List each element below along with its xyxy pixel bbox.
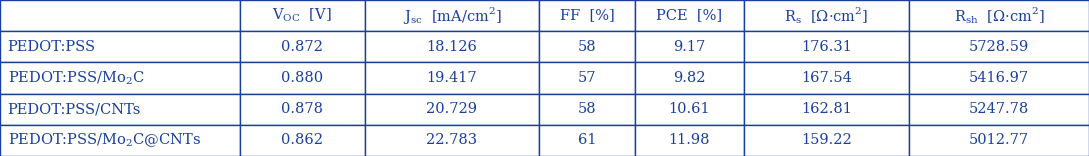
Text: 11.98: 11.98 [669, 133, 710, 147]
Bar [365, 94, 539, 125]
Bar [635, 125, 744, 156]
Bar [635, 62, 744, 94]
Bar [909, 94, 1089, 125]
Text: 159.22: 159.22 [802, 133, 852, 147]
Bar [744, 31, 909, 62]
Text: 58: 58 [577, 102, 597, 116]
Bar [0, 31, 240, 62]
Text: PEDOT:PSS/Mo$_\mathregular{2}$C: PEDOT:PSS/Mo$_\mathregular{2}$C [8, 69, 145, 87]
Bar [240, 31, 365, 62]
Text: 10.61: 10.61 [669, 102, 710, 116]
Text: V$_\mathregular{OC}$  [V]: V$_\mathregular{OC}$ [V] [272, 7, 332, 24]
Text: FF  [%]: FF [%] [560, 9, 614, 23]
Text: R$_\mathregular{sh}$  [Ω·cm$^\mathregular{2}$]: R$_\mathregular{sh}$ [Ω·cm$^\mathregular… [954, 5, 1044, 26]
Bar [539, 125, 635, 156]
Bar [539, 31, 635, 62]
Text: 57: 57 [578, 71, 596, 85]
Text: 18.126: 18.126 [427, 40, 477, 54]
Bar [240, 94, 365, 125]
Bar [365, 0, 539, 31]
Text: 20.729: 20.729 [427, 102, 477, 116]
Bar [635, 31, 744, 62]
Text: 5012.77: 5012.77 [969, 133, 1029, 147]
Bar [909, 31, 1089, 62]
Text: PEDOT:PSS/Mo$_\mathregular{2}$C@CNTs: PEDOT:PSS/Mo$_\mathregular{2}$C@CNTs [8, 132, 200, 149]
Text: 0.878: 0.878 [281, 102, 323, 116]
Bar [744, 0, 909, 31]
Bar [0, 62, 240, 94]
Text: 0.862: 0.862 [281, 133, 323, 147]
Text: PCE  [%]: PCE [%] [657, 9, 722, 23]
Text: 5416.97: 5416.97 [969, 71, 1029, 85]
Bar [909, 62, 1089, 94]
Bar [635, 0, 744, 31]
Bar [539, 94, 635, 125]
Bar [909, 0, 1089, 31]
Bar [365, 62, 539, 94]
Text: 22.783: 22.783 [427, 133, 477, 147]
Text: 19.417: 19.417 [427, 71, 477, 85]
Bar [909, 125, 1089, 156]
Bar [240, 0, 365, 31]
Text: 61: 61 [578, 133, 596, 147]
Bar [539, 0, 635, 31]
Text: J$_\mathregular{sc}$  [mA/cm$^\mathregular{2}$]: J$_\mathregular{sc}$ [mA/cm$^\mathregula… [403, 5, 501, 26]
Text: 5247.78: 5247.78 [969, 102, 1029, 116]
Bar [635, 94, 744, 125]
Text: 162.81: 162.81 [802, 102, 852, 116]
Text: R$_\mathregular{s}$  [Ω·cm$^\mathregular{2}$]: R$_\mathregular{s}$ [Ω·cm$^\mathregular{… [784, 5, 869, 26]
Text: 9.82: 9.82 [673, 71, 706, 85]
Text: 5728.59: 5728.59 [969, 40, 1029, 54]
Bar [0, 94, 240, 125]
Text: 176.31: 176.31 [802, 40, 852, 54]
Bar [539, 62, 635, 94]
Bar [744, 62, 909, 94]
Text: 9.17: 9.17 [673, 40, 706, 54]
Text: PEDOT:PSS/CNTs: PEDOT:PSS/CNTs [8, 102, 140, 116]
Text: 167.54: 167.54 [802, 71, 852, 85]
Text: PEDOT:PSS: PEDOT:PSS [8, 40, 96, 54]
Text: 58: 58 [577, 40, 597, 54]
Text: 0.880: 0.880 [281, 71, 323, 85]
Text: 0.872: 0.872 [281, 40, 323, 54]
Bar [240, 125, 365, 156]
Bar [0, 125, 240, 156]
Bar [365, 125, 539, 156]
Bar [744, 125, 909, 156]
Bar [744, 94, 909, 125]
Bar [240, 62, 365, 94]
Bar [365, 31, 539, 62]
Bar [0, 0, 240, 31]
